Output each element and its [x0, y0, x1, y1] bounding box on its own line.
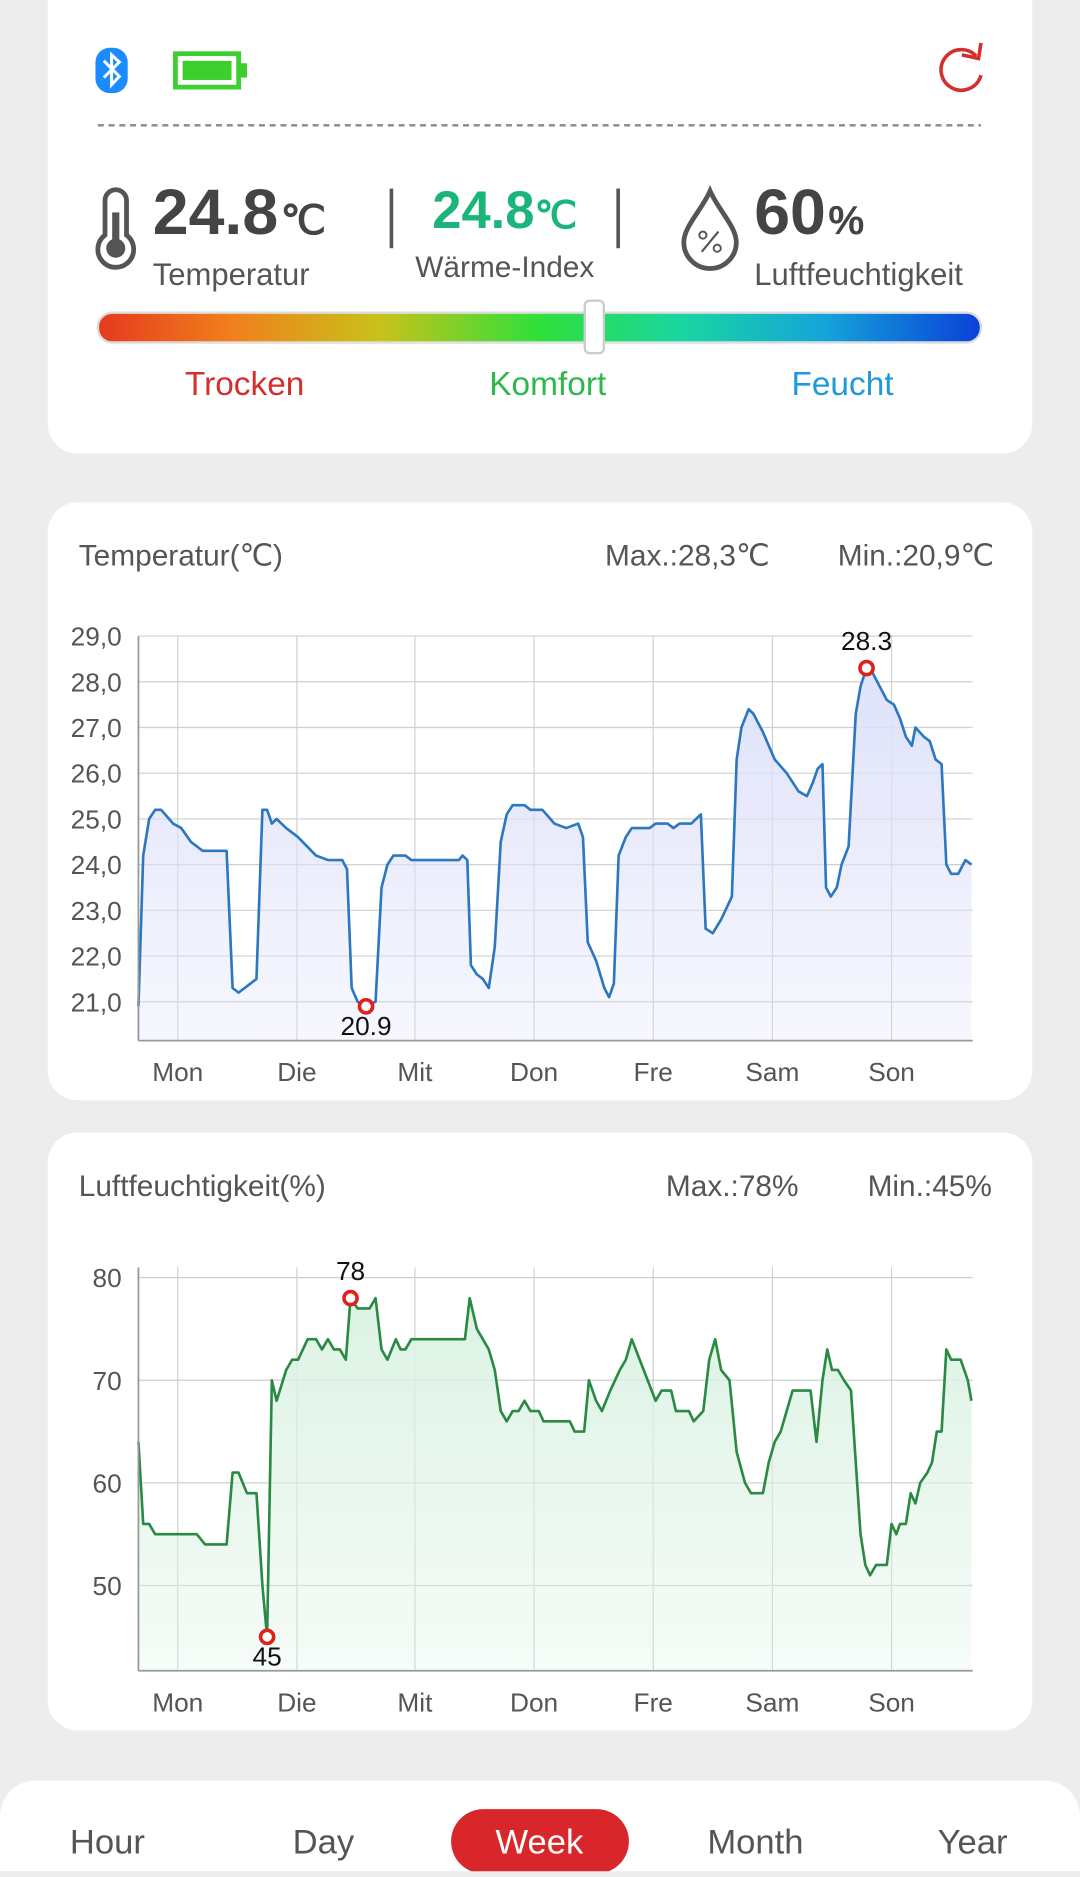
y-tick-label: 23,0: [71, 896, 122, 926]
y-tick-label: 29,0: [71, 622, 122, 652]
extreme-label: 78: [336, 1256, 365, 1286]
data-line: [137, 1296, 973, 1639]
comfort-label: Trocken: [185, 366, 304, 403]
droplet-icon: [681, 184, 739, 271]
y-tick-label: 60: [93, 1468, 122, 1498]
tab[interactable]: Day: [293, 1823, 355, 1861]
tab[interactable]: Year: [938, 1823, 1008, 1861]
x-tick-label: Mit: [397, 1687, 433, 1717]
extreme-label: 45: [253, 1641, 282, 1671]
y-tick-label: 27,0: [71, 713, 122, 743]
y-tick-label: 50: [93, 1571, 122, 1601]
x-tick-label: Sam: [745, 1057, 799, 1087]
extreme-marker: [858, 659, 875, 677]
y-tick-label: 24,0: [71, 850, 122, 880]
bluetooth-icon: [95, 47, 128, 94]
x-tick-label: Fre: [634, 1057, 673, 1087]
x-tick-label: Sam: [745, 1687, 799, 1717]
heat-index-unit: ℃: [534, 194, 577, 237]
chart-title: Temperatur(℃): [79, 540, 283, 573]
x-tick-label: Son: [868, 1687, 915, 1717]
comfort-label: Komfort: [489, 366, 607, 403]
x-tick-label: Mon: [152, 1687, 203, 1717]
temperature-reading: 24.8℃: [153, 176, 326, 248]
y-tick-label: 28,0: [71, 667, 122, 697]
humidity-unit: %: [828, 197, 864, 243]
comfort-label: Feucht: [791, 366, 894, 403]
humidity-value: 60: [754, 176, 826, 248]
x-tick-label: Die: [277, 1687, 316, 1717]
extreme-label: 28.3: [841, 626, 892, 656]
thermometer-icon: [95, 187, 137, 270]
area-fill: [138, 668, 972, 1041]
y-tick-label: 26,0: [71, 759, 122, 789]
y-tick-label: 21,0: [71, 987, 122, 1017]
tab-highlight: [451, 1809, 629, 1874]
temperature-unit: ℃: [281, 197, 327, 243]
humidity-reading: 60%: [754, 176, 864, 248]
x-tick-label: Die: [277, 1057, 316, 1087]
x-tick-label: Fre: [634, 1687, 673, 1717]
area-fill: [138, 1298, 972, 1671]
tab[interactable]: Week: [495, 1823, 584, 1861]
heat-index-label: Wärme-Index: [415, 251, 594, 284]
x-tick-label: Don: [510, 1057, 558, 1087]
comfort-bar: [96, 311, 983, 344]
heat-index-value: 24.8: [432, 181, 534, 240]
extreme-marker: [342, 1289, 359, 1307]
max-label: Max.:28,3℃: [605, 540, 769, 573]
chart-title: Luftfeuchtigkeit(%): [79, 1170, 326, 1203]
min-label: Min.:45%: [868, 1170, 992, 1203]
battery-icon: [173, 51, 248, 90]
tab[interactable]: Hour: [70, 1823, 145, 1861]
temperature-label: Temperatur: [153, 257, 310, 292]
max-label: Max.:78%: [666, 1170, 799, 1203]
refresh-button[interactable]: [939, 42, 983, 92]
temperature-value: 24.8: [153, 176, 278, 248]
y-tick-label: 80: [93, 1263, 122, 1293]
y-tick-label: 22,0: [71, 942, 122, 972]
extreme-label: 20.9: [340, 1011, 391, 1041]
tab[interactable]: Month: [707, 1823, 803, 1861]
data-line: [137, 666, 973, 1008]
y-tick-label: 70: [93, 1366, 122, 1396]
x-tick-label: Mit: [397, 1057, 433, 1087]
y-tick-label: 25,0: [71, 804, 122, 834]
humidity-label: Luftfeuchtigkeit: [754, 257, 963, 292]
x-tick-label: Don: [510, 1687, 558, 1717]
comfort-thumb: [583, 299, 606, 355]
heat-index-reading: 24.8℃: [432, 181, 577, 240]
x-tick-label: Mon: [152, 1057, 203, 1087]
x-tick-label: Son: [868, 1057, 915, 1087]
extreme-marker: [258, 1628, 276, 1646]
min-label: Min.:20,9℃: [838, 540, 994, 573]
extreme-marker: [357, 997, 375, 1015]
